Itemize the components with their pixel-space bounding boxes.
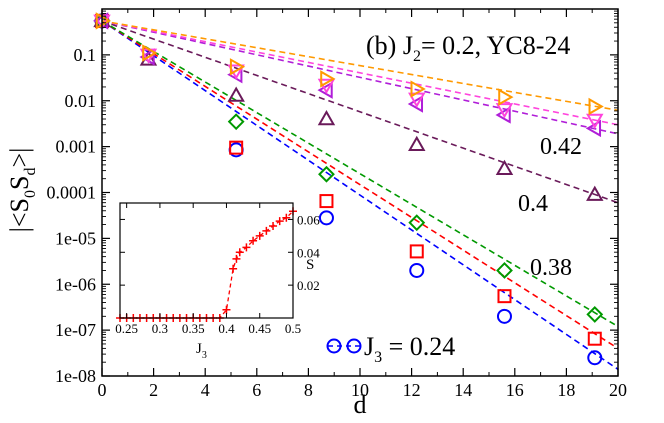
data-point bbox=[318, 165, 335, 183]
y-tick-label: 0.1 bbox=[74, 45, 97, 65]
axis-ticks: 0 2 4 6 8 10 12 14 16 18 20 1e-08 1e-07 1e-06 1e-05 0.0… bbox=[47, 9, 627, 400]
inset-point bbox=[242, 243, 251, 252]
x-axis-label: d bbox=[354, 390, 367, 419]
y-tick-label: 0.01 bbox=[65, 91, 97, 111]
data-point bbox=[407, 95, 424, 113]
data-point bbox=[588, 97, 604, 116]
legend-label: J3 = 0.24 bbox=[364, 332, 455, 366]
data-point bbox=[497, 289, 512, 304]
data-point bbox=[409, 262, 425, 278]
x-tick-label: 10 bbox=[351, 380, 369, 400]
inset-point bbox=[255, 231, 264, 240]
annotation-04: 0.4 bbox=[518, 191, 548, 217]
legend-marker-left bbox=[326, 338, 342, 354]
inset-x-tick-label: 0.5 bbox=[285, 321, 301, 336]
y-tick-label: 1e-06 bbox=[55, 274, 96, 294]
y-axis-label: |<S0Sd>| bbox=[5, 148, 39, 233]
data-point bbox=[587, 350, 603, 366]
inset-background bbox=[120, 203, 293, 318]
data-point bbox=[95, 12, 112, 30]
y-tick-label: 1e-05 bbox=[55, 228, 96, 248]
data-point bbox=[586, 185, 604, 201]
data-point bbox=[410, 80, 426, 98]
x-tick-label: 8 bbox=[304, 380, 313, 400]
inset-x-tick-label: 0.45 bbox=[248, 321, 271, 336]
y-tick-label: 1e-08 bbox=[55, 366, 96, 386]
data-point bbox=[318, 210, 334, 226]
data-point bbox=[495, 106, 511, 124]
x-tick-label: 2 bbox=[149, 380, 158, 400]
fit-line bbox=[101, 20, 619, 112]
x-tick-label: 16 bbox=[506, 380, 524, 400]
inset-x-tick-label: 0.4 bbox=[218, 321, 235, 336]
x-tick-label: 0 bbox=[98, 380, 107, 400]
data-point bbox=[229, 58, 246, 76]
legend-marker-right bbox=[346, 338, 362, 354]
inset-frame bbox=[119, 202, 294, 319]
y-tick-label: 0.0001 bbox=[47, 183, 97, 203]
x-tick-label: 20 bbox=[609, 380, 627, 400]
inset-point bbox=[262, 226, 271, 235]
chart-title: (b) J2= 0.2, YC8-24 bbox=[366, 31, 570, 65]
fit-line bbox=[101, 20, 619, 135]
inset-point bbox=[282, 213, 291, 222]
data-point bbox=[408, 214, 426, 232]
data-point bbox=[227, 86, 245, 102]
data-point bbox=[495, 103, 514, 119]
y-tick-label: 1e-07 bbox=[55, 320, 96, 340]
x-tick-label: 12 bbox=[403, 380, 421, 400]
fit-line bbox=[101, 20, 619, 370]
annotation-042: 0.42 bbox=[540, 134, 582, 160]
inset-point bbox=[235, 248, 244, 257]
data-point bbox=[227, 113, 245, 131]
fit-line bbox=[101, 20, 619, 350]
data-point bbox=[587, 331, 602, 346]
inset-y-label: S bbox=[306, 257, 314, 273]
y-tick-label: 0.001 bbox=[56, 137, 97, 157]
data-point bbox=[408, 135, 426, 151]
x-tick-label: 14 bbox=[454, 380, 472, 400]
inset-x-label: J3 bbox=[196, 341, 207, 361]
inset-x-tick-label: 0.25 bbox=[115, 321, 138, 336]
inset-y-tick-label: 0.04 bbox=[297, 245, 320, 260]
data-point bbox=[320, 70, 336, 88]
x-tick-label: 6 bbox=[252, 380, 261, 400]
inset-x-tick-label: 0.35 bbox=[182, 321, 205, 336]
data-point bbox=[586, 306, 604, 323]
data-point bbox=[142, 44, 158, 62]
data-point bbox=[496, 308, 512, 324]
x-tick-label: 18 bbox=[557, 380, 575, 400]
inset-chart: 0.25 0.3 0.35 0.4 0.45 0.5 0.02 0.04 0.06 S J3 bbox=[115, 202, 320, 361]
data-point bbox=[498, 88, 514, 106]
data-point bbox=[496, 262, 513, 279]
data-point bbox=[586, 113, 604, 130]
x-tick-label: 4 bbox=[201, 380, 210, 400]
inset-point bbox=[222, 305, 231, 314]
data-point bbox=[495, 159, 514, 175]
fit-line bbox=[101, 20, 619, 204]
inset-point bbox=[232, 254, 241, 263]
inset-y-tick-label: 0.02 bbox=[297, 278, 320, 293]
inset-ticks: 0.25 0.3 0.35 0.4 0.45 0.5 0.02 0.04 0.06 bbox=[115, 203, 320, 336]
data-point bbox=[409, 244, 424, 259]
data-point bbox=[317, 81, 333, 99]
inset-y-tick-label: 0.06 bbox=[297, 212, 320, 227]
inset-point bbox=[229, 264, 238, 273]
data-point bbox=[319, 194, 334, 209]
fit-lines bbox=[101, 20, 619, 370]
data-point bbox=[317, 109, 336, 126]
legend: J3 = 0.24 bbox=[326, 332, 455, 366]
inset-point bbox=[249, 236, 258, 245]
inset-x-tick-label: 0.3 bbox=[152, 321, 168, 336]
inset-point bbox=[275, 217, 284, 226]
data-point bbox=[229, 140, 244, 155]
fit-line bbox=[101, 20, 619, 126]
inset-point bbox=[269, 222, 278, 230]
annotation-038: 0.38 bbox=[530, 255, 572, 281]
